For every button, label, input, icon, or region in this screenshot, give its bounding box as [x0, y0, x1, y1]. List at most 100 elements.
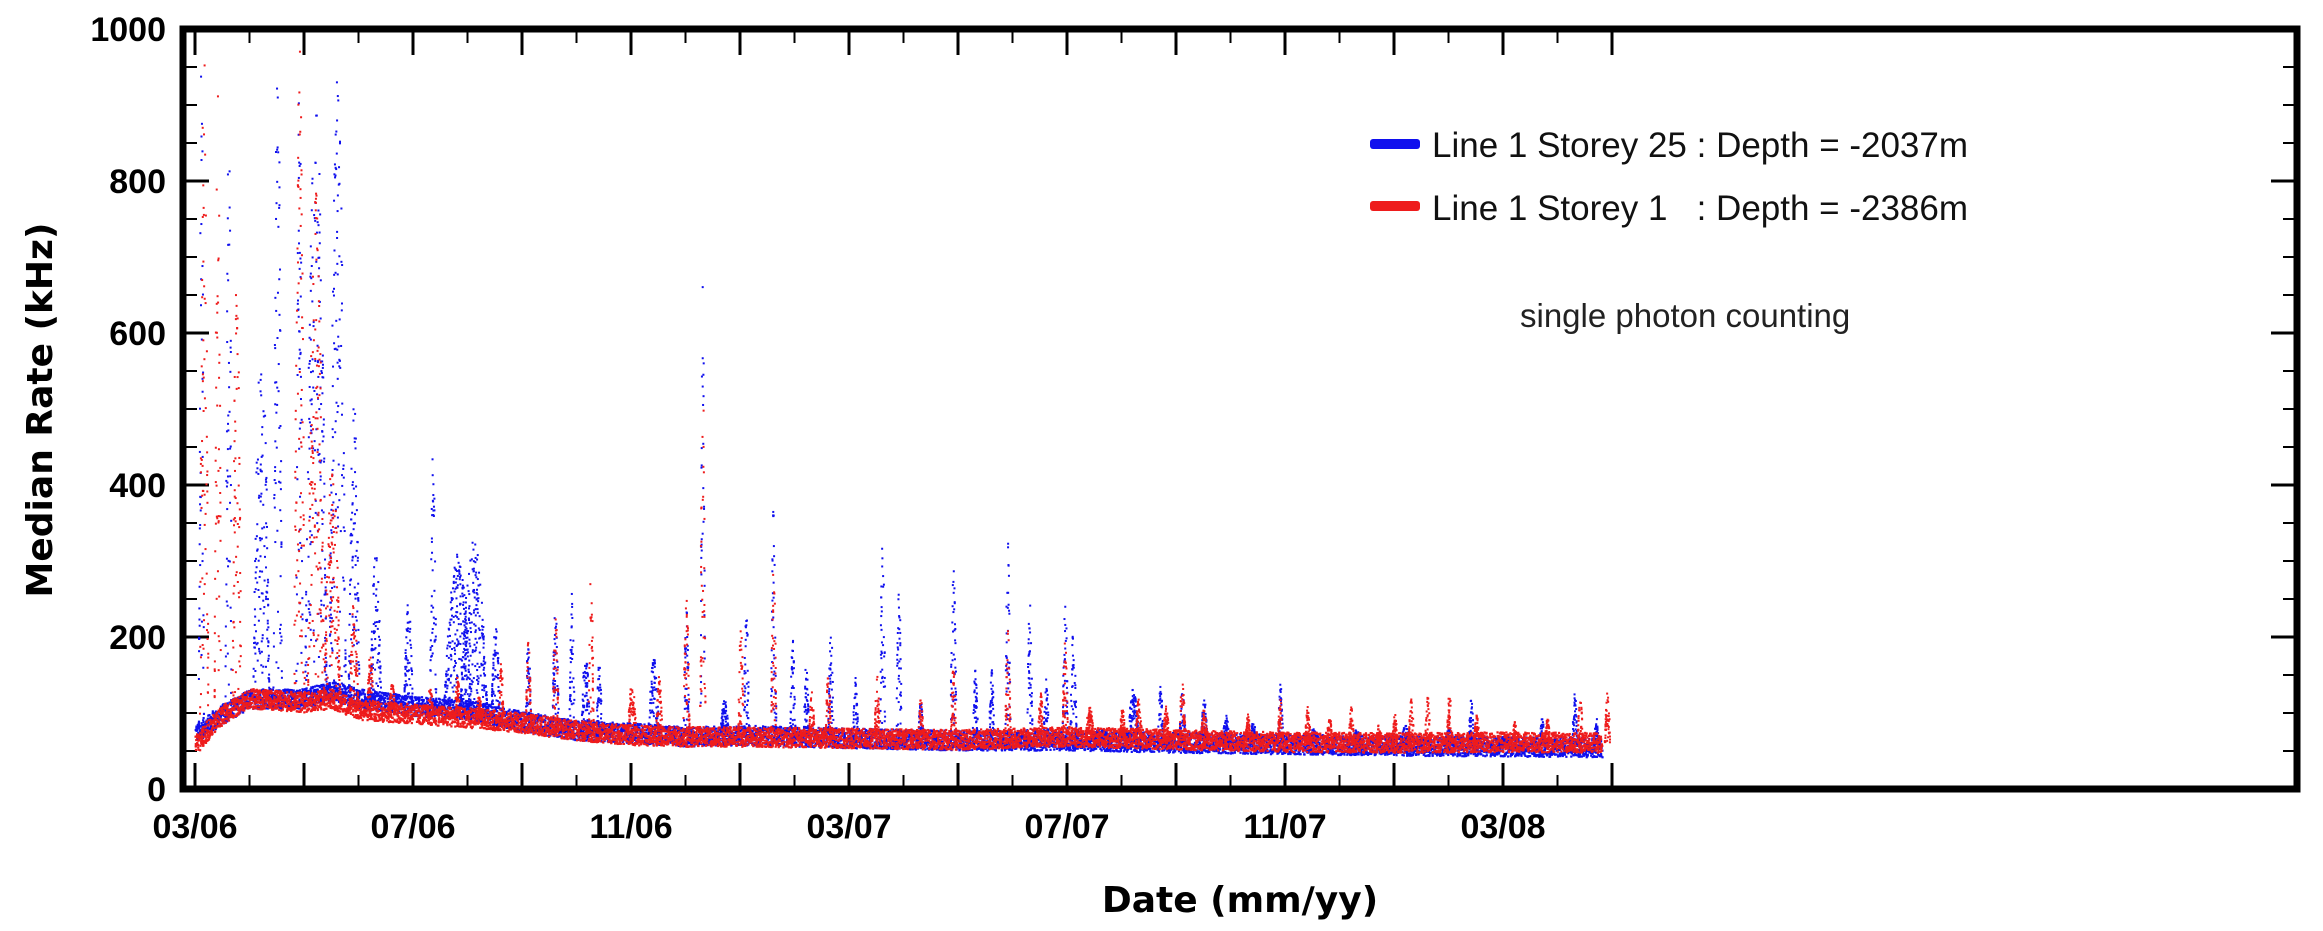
data-point — [322, 683, 325, 686]
data-point — [398, 701, 402, 704]
data-point — [224, 709, 227, 713]
data-point — [292, 689, 295, 692]
data-point — [392, 700, 395, 703]
data-point — [200, 724, 203, 727]
data-point — [305, 687, 308, 690]
data-point — [352, 696, 355, 700]
data-point — [265, 707, 268, 710]
data-point — [352, 694, 356, 697]
data-point — [349, 695, 352, 698]
data-point — [270, 693, 273, 696]
data-point — [374, 694, 377, 698]
data-point — [330, 685, 333, 689]
data-point — [311, 687, 314, 690]
data-point — [218, 714, 221, 717]
data-point — [428, 711, 432, 714]
data-point — [334, 682, 337, 685]
data-point — [287, 688, 290, 691]
data-point — [242, 711, 245, 714]
data-point — [277, 703, 280, 706]
data-point — [219, 715, 223, 718]
data-point — [235, 708, 238, 711]
data-point — [417, 700, 421, 703]
data-point — [397, 702, 400, 705]
data-point — [197, 723, 201, 726]
data-point — [401, 695, 404, 698]
data-point — [324, 688, 327, 691]
data-point — [419, 702, 422, 705]
data-point — [280, 706, 283, 709]
data-point — [319, 700, 322, 703]
data-point — [360, 693, 363, 696]
data-point — [368, 698, 371, 701]
data-point — [420, 698, 423, 702]
data-point — [362, 688, 366, 692]
data-point — [219, 705, 223, 708]
data-point — [412, 699, 415, 702]
data-point — [236, 703, 240, 706]
data-point — [404, 694, 407, 697]
data-point — [376, 694, 379, 698]
data-point — [206, 726, 209, 729]
data-point — [398, 694, 401, 697]
data-point — [364, 696, 367, 699]
data-point — [779, 725, 783, 729]
data-point — [339, 698, 342, 701]
data-point — [374, 692, 377, 695]
data-point — [259, 694, 262, 697]
data-point — [395, 700, 398, 703]
data-point — [429, 708, 432, 712]
data-point — [435, 698, 438, 701]
data-point — [262, 700, 266, 703]
data-point — [209, 725, 212, 728]
data-point — [204, 727, 207, 730]
data-point — [865, 729, 868, 732]
data-point — [201, 724, 205, 727]
data-point — [282, 696, 285, 700]
data-point — [440, 711, 443, 714]
data-point — [202, 719, 205, 722]
data-point — [367, 700, 370, 704]
data-point — [333, 684, 336, 687]
data-point — [401, 703, 405, 706]
data-point — [262, 698, 266, 701]
data-point — [361, 689, 364, 692]
data-point — [410, 695, 414, 698]
data-point — [297, 689, 300, 693]
data-point — [219, 714, 223, 717]
data-point — [344, 693, 348, 696]
data-point — [307, 689, 310, 693]
data-point — [289, 701, 292, 704]
data-point — [432, 697, 435, 701]
data-point — [432, 699, 435, 702]
data-point — [339, 685, 342, 688]
data-point — [321, 687, 324, 690]
data-point — [245, 694, 248, 697]
data-point — [416, 698, 419, 701]
data-point — [207, 720, 210, 724]
data-point — [440, 702, 443, 705]
data-point — [273, 694, 276, 697]
data-point — [407, 702, 410, 705]
data-point — [295, 689, 299, 692]
data-point — [342, 692, 345, 696]
data-point — [437, 704, 440, 707]
data-point — [357, 697, 361, 700]
data-point — [203, 723, 206, 726]
data-point — [444, 714, 447, 717]
data-point — [319, 698, 322, 701]
data-point — [396, 695, 399, 698]
data-point — [440, 703, 443, 706]
data-point — [208, 714, 211, 717]
data-point — [262, 688, 265, 691]
data-point — [224, 716, 227, 719]
data-point — [300, 703, 303, 707]
data-point — [399, 699, 403, 702]
data-point — [378, 691, 381, 694]
data-point — [309, 688, 312, 691]
data-point — [284, 701, 287, 705]
data-point — [471, 701, 475, 704]
data-point — [341, 690, 344, 693]
data-point — [379, 701, 382, 704]
data-point — [328, 683, 331, 686]
